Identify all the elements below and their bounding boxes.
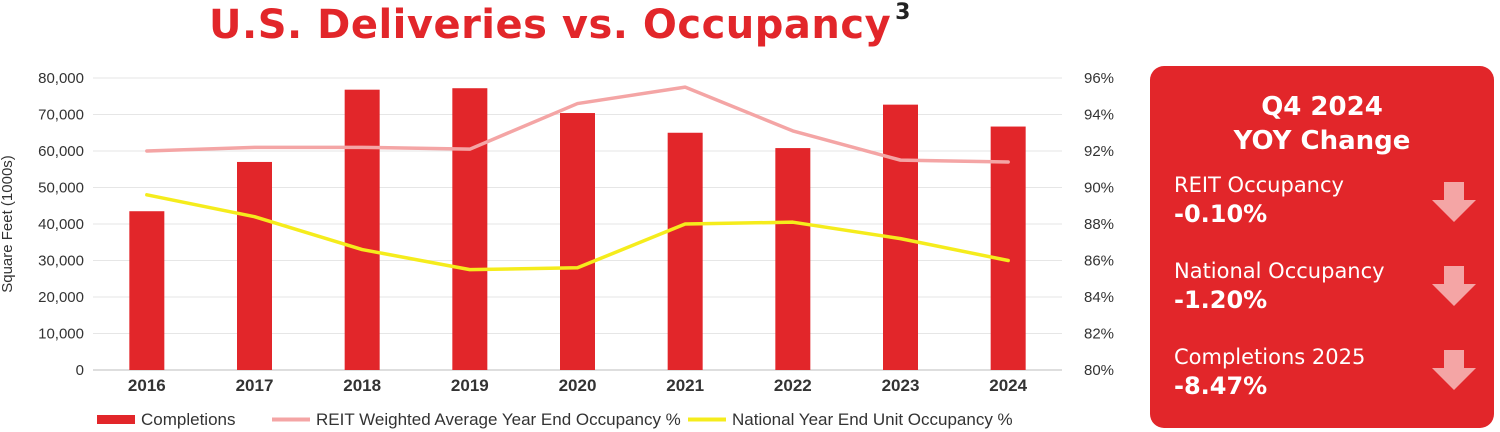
bar-completions [667, 132, 703, 370]
legend-label: National Year End Unit Occupancy % [732, 410, 1013, 429]
deliveries-occupancy-chart: 0 10,000 20,000 30,000 40,000 50,000 60,000 70,… [0, 70, 1114, 429]
x-tick-label: 2016 [128, 376, 166, 395]
y-left-tick-label: 20,000 [38, 289, 84, 306]
yoy-change-panel: Q4 2024 YOY Change REIT Occupancy -0.10%… [1150, 66, 1494, 428]
y-left-tick-label: 50,000 [38, 180, 84, 197]
bar-completions [452, 88, 488, 370]
legend-label: REIT Weighted Average Year End Occupancy… [316, 410, 681, 429]
bar-completions [990, 126, 1026, 370]
y-left-tick-label: 40,000 [38, 216, 84, 233]
metric-value: -8.47% [1174, 372, 1268, 400]
metric-label: National Occupancy [1174, 259, 1385, 283]
panel-heading: Q4 2024 YOY Change [1150, 90, 1494, 158]
y-left-tick-label: 60,000 [38, 143, 84, 160]
y-left-tick-label: 10,000 [38, 326, 84, 343]
y-right-tick-label: 84% [1084, 289, 1114, 306]
line-reit-occupancy [145, 85, 1010, 164]
bar-completions [775, 148, 811, 370]
metric-completions-2025: Completions 2025 -8.47% [1174, 344, 1424, 402]
y-right-tick-label: 82% [1084, 326, 1114, 343]
metric-national-occupancy: National Occupancy -1.20% [1174, 258, 1424, 316]
x-tick-label: 2018 [343, 376, 381, 395]
y-right-tick-label: 80% [1084, 362, 1114, 379]
y-left-tick-label: 70,000 [38, 107, 84, 124]
legend-swatch [97, 415, 135, 424]
metric-value: -1.20% [1174, 286, 1268, 314]
y-right-tick-label: 94% [1084, 107, 1114, 124]
y-left-tick-label: 30,000 [38, 253, 84, 270]
y-right-tick-label: 88% [1084, 216, 1114, 233]
x-tick-label: 2022 [774, 376, 812, 395]
footnote-marker: 3 [895, 0, 911, 25]
y-right-tick-label: 86% [1084, 253, 1114, 270]
bar-completions [560, 113, 595, 370]
x-tick-label: 2023 [882, 376, 920, 395]
y-right-tick-label: 92% [1084, 143, 1114, 160]
bar-completions [129, 211, 165, 370]
metric-label: Completions 2025 [1174, 345, 1366, 369]
y-right-tick-label: 90% [1084, 180, 1114, 197]
panel-heading-line1: Q4 2024 [1261, 92, 1383, 122]
x-tick-label: 2019 [451, 376, 489, 395]
metric-reit-occupancy: REIT Occupancy -0.10% [1174, 172, 1424, 230]
legend-label: Completions [141, 410, 236, 429]
x-tick-label: 2024 [989, 376, 1027, 395]
metric-label: REIT Occupancy [1174, 173, 1344, 197]
y-left-tick-label: 0 [76, 362, 84, 379]
bar-completions [344, 89, 380, 371]
down-arrow-icon [1432, 182, 1476, 222]
chart-title: U.S. Deliveries vs. Occupancy 3 [0, 0, 1120, 48]
x-tick-label: 2017 [236, 376, 274, 395]
chart-title-text: U.S. Deliveries vs. Occupancy [209, 2, 892, 48]
panel-heading-line2: YOY Change [1233, 126, 1411, 156]
y-left-axis-title: Square Feet (1000s) [0, 155, 16, 293]
y-left-tick-label: 80,000 [38, 70, 84, 87]
x-tick-label: 2020 [559, 376, 597, 395]
down-arrow-icon [1432, 350, 1476, 390]
down-arrow-icon [1432, 266, 1476, 306]
line-national-occupancy [145, 193, 1010, 272]
y-right-tick-label: 96% [1084, 70, 1114, 87]
metric-value: -0.10% [1174, 200, 1268, 228]
x-tick-label: 2021 [666, 376, 704, 395]
bar-completions [237, 161, 272, 370]
